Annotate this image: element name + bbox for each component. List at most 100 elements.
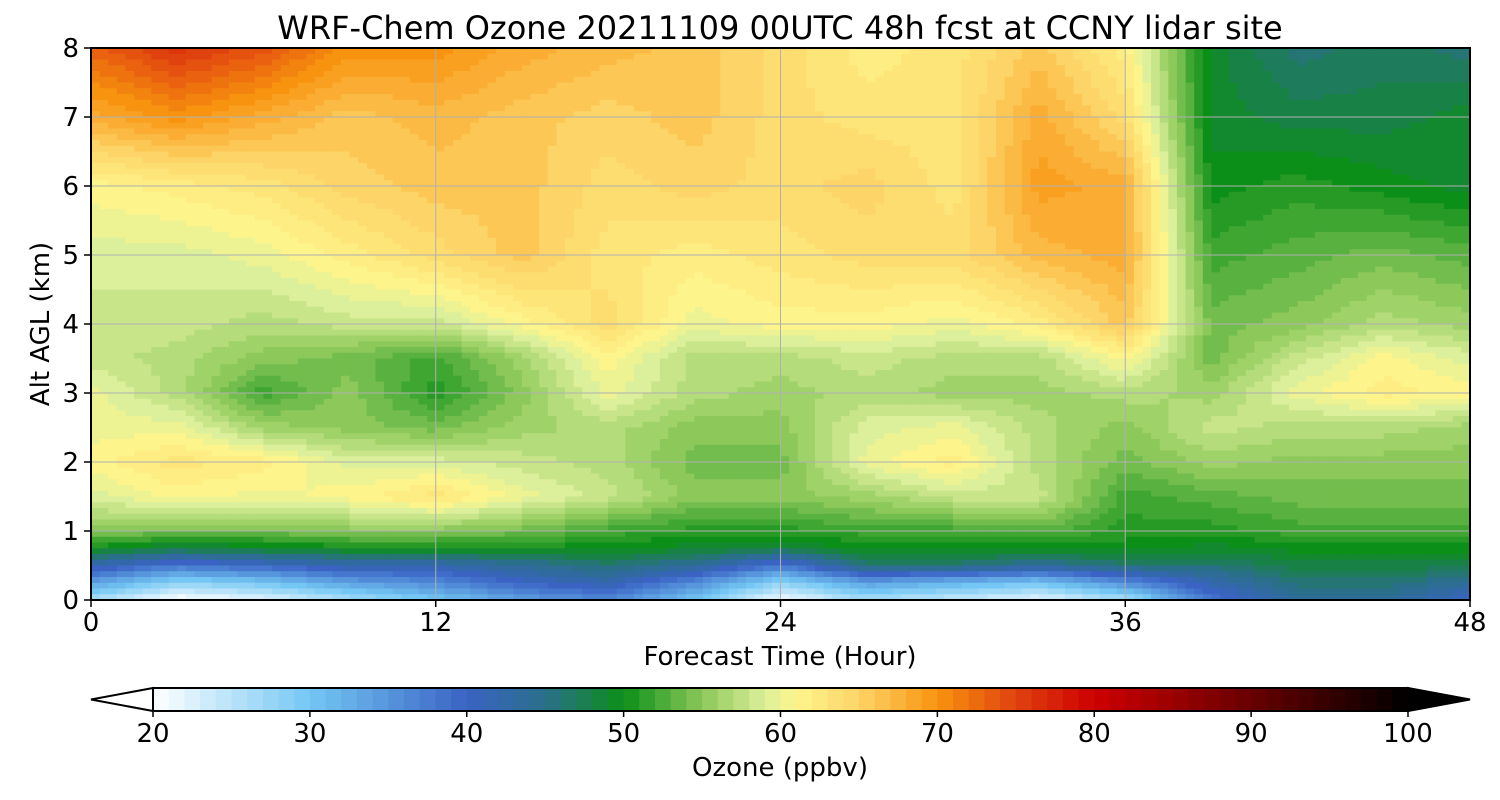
heat-cell — [1461, 168, 1471, 176]
heat-cell — [246, 140, 256, 147]
heat-cell — [134, 145, 144, 153]
heat-cell — [1047, 180, 1057, 187]
heat-cell — [668, 157, 678, 164]
heat-cell — [246, 191, 256, 199]
heat-cell — [332, 65, 342, 72]
heat-cell — [323, 117, 333, 124]
heat-cell — [858, 220, 868, 227]
heat-cell — [539, 220, 549, 227]
heat-cell — [134, 157, 144, 164]
heat-cell — [771, 186, 782, 193]
heat-cell — [814, 82, 825, 89]
heat-cell — [970, 134, 980, 141]
heat-cell — [1073, 163, 1083, 170]
heat-cell — [323, 99, 333, 107]
heat-cell — [995, 59, 1006, 66]
heat-cell — [1004, 220, 1014, 227]
heat-cell — [271, 220, 282, 227]
heat-cell — [271, 59, 282, 66]
heat-cell — [1151, 128, 1161, 135]
heat-cell — [677, 186, 687, 193]
heat-cell — [1030, 88, 1040, 95]
heat-cell — [582, 111, 592, 118]
heat-cell — [151, 203, 161, 210]
heat-cell — [332, 59, 342, 66]
heat-cell — [927, 168, 937, 176]
heat-cell — [892, 140, 902, 147]
heat-cell — [720, 117, 730, 124]
heat-cell — [1185, 145, 1195, 153]
heat-cell — [1220, 105, 1230, 112]
heat-cell — [849, 145, 859, 153]
heat-cell — [1366, 163, 1376, 170]
heat-cell — [521, 94, 532, 101]
heat-cell — [1349, 203, 1359, 210]
heat-cell — [883, 48, 894, 55]
heat-cell — [1401, 203, 1411, 210]
heat-cell — [1176, 180, 1187, 187]
heat-cell — [452, 53, 463, 61]
heat-cell — [461, 117, 471, 124]
heat-cell — [677, 157, 687, 164]
heat-cell — [366, 151, 377, 158]
heat-cell — [263, 105, 273, 112]
heat-cell — [496, 220, 506, 227]
heat-cell — [883, 88, 894, 95]
heat-cell — [927, 220, 937, 227]
heat-cell — [1194, 128, 1204, 135]
heat-cell — [409, 214, 420, 222]
heat-cell — [711, 163, 721, 170]
heat-cell — [1271, 220, 1281, 227]
heat-cell — [823, 197, 833, 204]
heat-cell — [1030, 157, 1040, 164]
heat-cell — [849, 220, 859, 227]
heat-cell — [194, 197, 204, 204]
heat-cell — [461, 157, 471, 164]
heat-cell — [168, 168, 178, 176]
heat-cell — [254, 82, 264, 89]
heat-cell — [754, 140, 764, 147]
heat-cell — [1064, 140, 1075, 147]
heat-cell — [608, 134, 618, 141]
heat-cell — [375, 163, 385, 170]
heat-cell — [1108, 163, 1118, 170]
heat-cell — [263, 186, 273, 193]
heat-cell — [1202, 140, 1213, 147]
heat-cell — [349, 65, 359, 72]
heat-cell — [358, 174, 368, 181]
heat-cell — [1064, 180, 1075, 187]
heat-cell — [340, 48, 351, 55]
heat-cell — [952, 82, 963, 89]
heat-cell — [789, 117, 799, 124]
heat-cell — [952, 134, 963, 141]
heat-cell — [685, 145, 695, 153]
heat-cell — [1340, 117, 1350, 124]
heat-cell — [849, 48, 859, 55]
heat-cell — [556, 220, 566, 227]
heat-cell — [1435, 209, 1445, 216]
heat-cell — [806, 59, 816, 66]
heat-cell — [1142, 209, 1152, 216]
heat-cell — [582, 82, 592, 89]
heat-cell — [108, 117, 118, 124]
heat-cell — [814, 168, 825, 176]
heat-cell — [108, 163, 118, 170]
heat-cell — [849, 122, 859, 130]
heat-cell — [642, 209, 652, 216]
heat-cell — [901, 76, 911, 84]
heat-cell — [1211, 88, 1221, 95]
heat-cell — [539, 191, 549, 199]
heat-cell — [1280, 111, 1290, 118]
heat-cell — [521, 99, 532, 107]
heat-cell — [1116, 214, 1126, 222]
heat-cell — [1306, 174, 1316, 181]
heat-cell — [565, 111, 575, 118]
heat-cell — [366, 71, 377, 78]
heat-cell — [1099, 53, 1109, 61]
heat-cell — [1151, 174, 1161, 181]
heat-cell — [1426, 105, 1437, 112]
heat-cell — [435, 134, 445, 141]
heat-cell — [1332, 99, 1342, 107]
heat-cell — [677, 48, 687, 55]
heat-cell — [565, 59, 575, 66]
